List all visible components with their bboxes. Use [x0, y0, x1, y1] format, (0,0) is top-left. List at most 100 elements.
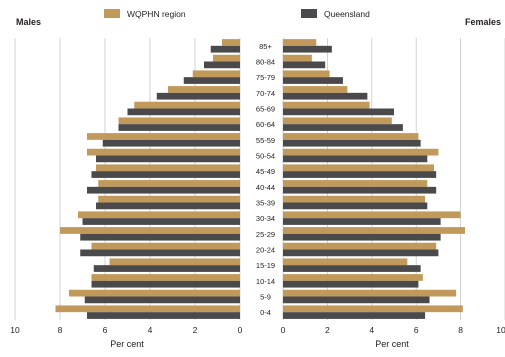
- bar-male-queensland-55-59: [102, 139, 240, 147]
- bar-female-wqphn-50-54: [283, 148, 439, 156]
- x-tick-right-0: 0: [281, 325, 286, 335]
- bar-male-queensland-50-54: [96, 155, 240, 163]
- bar-female-wqphn-35-39: [283, 195, 426, 203]
- bar-male-queensland-75-79: [183, 77, 240, 84]
- bar-female-wqphn-25-29: [283, 227, 466, 234]
- bar-female-wqphn-10-14: [283, 274, 423, 281]
- bar-female-wqphn-55-59: [283, 133, 419, 140]
- bar-male-wqphn-5-9: [69, 289, 240, 297]
- bar-male-queensland-40-44: [87, 186, 240, 194]
- bar-female-queensland-70-74: [283, 92, 368, 100]
- bar-female-wqphn-45-49: [283, 164, 434, 172]
- age-label-85+: 85+: [259, 42, 272, 51]
- age-label-20-24: 20-24: [256, 246, 275, 255]
- bar-male-queensland-45-49: [91, 171, 240, 178]
- x-tick-left-4: 4: [148, 325, 153, 335]
- bar-male-wqphn-0-4: [55, 305, 240, 313]
- bar-male-queensland-5-9: [84, 296, 240, 304]
- age-label-80-84: 80-84: [256, 58, 275, 67]
- bar-male-queensland-80-84: [204, 61, 240, 69]
- bar-male-wqphn-60-64: [118, 117, 240, 125]
- age-label-40-44: 40-44: [256, 183, 275, 192]
- bar-female-wqphn-40-44: [283, 180, 428, 187]
- bar-male-wqphn-20-24: [91, 242, 240, 250]
- labels-layer: 85+80-8475-7970-7465-6960-6455-5950-5445…: [10, 42, 505, 335]
- bar-male-queensland-65-69: [127, 108, 240, 116]
- bar-female-wqphn-80-84: [283, 54, 312, 62]
- bar-male-wqphn-70-74: [168, 86, 240, 93]
- bar-female-wqphn-75-79: [283, 70, 330, 78]
- age-label-5-9: 5-9: [260, 293, 271, 302]
- bar-female-wqphn-20-24: [283, 242, 437, 250]
- age-label-15-19: 15-19: [256, 261, 275, 270]
- bar-female-wqphn-70-74: [283, 86, 348, 93]
- bar-female-queensland-20-24: [283, 249, 439, 257]
- bar-male-wqphn-65-69: [134, 101, 240, 109]
- legend-swatch-queensland: [301, 9, 317, 18]
- bar-female-wqphn-65-69: [283, 101, 370, 109]
- x-axis-title-left: Per cent: [110, 339, 144, 349]
- age-label-55-59: 55-59: [256, 136, 275, 145]
- bar-male-wqphn-15-19: [109, 258, 240, 266]
- females-label: Females: [465, 17, 501, 27]
- bar-male-queensland-15-19: [93, 265, 240, 272]
- age-label-70-74: 70-74: [256, 89, 275, 98]
- x-tick-right-4: 4: [369, 325, 374, 335]
- bar-male-wqphn-35-39: [98, 195, 240, 203]
- bar-male-wqphn-80-84: [213, 54, 240, 62]
- bar-female-wqphn-30-34: [283, 211, 461, 219]
- bar-female-wqphn-0-4: [283, 305, 463, 313]
- age-label-10-14: 10-14: [256, 277, 275, 286]
- bars-layer: [55, 39, 466, 319]
- bar-male-wqphn-45-49: [96, 164, 240, 172]
- age-label-75-79: 75-79: [256, 73, 275, 82]
- bar-female-queensland-5-9: [283, 296, 430, 304]
- bar-female-queensland-45-49: [283, 171, 437, 178]
- bar-male-wqphn-30-34: [78, 211, 240, 219]
- bar-female-wqphn-15-19: [283, 258, 408, 266]
- bar-male-wqphn-25-29: [60, 227, 240, 234]
- bar-female-wqphn-5-9: [283, 289, 457, 297]
- legend-label-queensland: Queensland: [324, 9, 370, 19]
- x-tick-right-2: 2: [325, 325, 330, 335]
- x-tick-right-6: 6: [414, 325, 419, 335]
- x-tick-right-8: 8: [458, 325, 463, 335]
- bar-female-queensland-50-54: [283, 155, 428, 163]
- bar-male-queensland-60-64: [118, 124, 240, 131]
- x-tick-left-0: 0: [238, 325, 243, 335]
- x-axis-title-right: Per cent: [375, 339, 409, 349]
- grid-layer: [14, 38, 505, 320]
- age-label-45-49: 45-49: [256, 167, 275, 176]
- bar-male-queensland-85+: [210, 45, 240, 53]
- legend-label-wqphn: WQPHN region: [127, 9, 186, 19]
- bar-female-wqphn-85+: [283, 39, 317, 46]
- bar-male-queensland-20-24: [80, 249, 240, 257]
- bar-female-queensland-10-14: [283, 280, 419, 288]
- bar-male-wqphn-40-44: [98, 180, 240, 187]
- age-label-60-64: 60-64: [256, 120, 275, 129]
- bar-male-wqphn-10-14: [91, 274, 240, 281]
- bar-male-queensland-10-14: [91, 280, 240, 288]
- x-tick-left-6: 6: [103, 325, 108, 335]
- bar-male-queensland-25-29: [80, 233, 240, 241]
- age-label-30-34: 30-34: [256, 214, 275, 223]
- bar-female-queensland-35-39: [283, 202, 428, 210]
- bar-female-wqphn-60-64: [283, 117, 392, 125]
- bar-male-queensland-0-4: [87, 312, 240, 319]
- x-tick-right-10: 10: [496, 325, 505, 335]
- bar-female-queensland-85+: [283, 45, 332, 53]
- bar-female-queensland-40-44: [283, 186, 437, 194]
- bar-female-queensland-65-69: [283, 108, 394, 116]
- age-label-65-69: 65-69: [256, 105, 275, 114]
- bar-female-queensland-55-59: [283, 139, 421, 147]
- bar-male-queensland-30-34: [82, 218, 240, 225]
- bar-male-queensland-70-74: [156, 92, 240, 100]
- age-label-25-29: 25-29: [256, 230, 275, 239]
- bar-female-queensland-25-29: [283, 233, 441, 241]
- bar-male-wqphn-85+: [222, 39, 240, 46]
- bar-female-queensland-0-4: [283, 312, 426, 319]
- age-label-35-39: 35-39: [256, 199, 275, 208]
- bar-male-wqphn-75-79: [192, 70, 240, 78]
- legend-swatch-wqphn: [104, 9, 120, 18]
